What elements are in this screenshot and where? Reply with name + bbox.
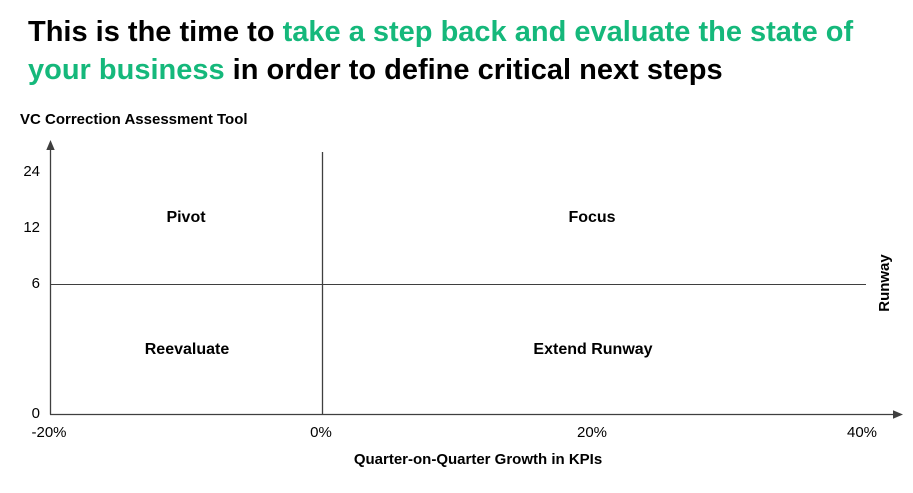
y-tick-6: 6 — [31, 275, 40, 292]
title-segment-green: take a step back and evaluate the state … — [28, 16, 854, 86]
quadrant-label-extend-runway: Extend Runway — [533, 341, 653, 358]
title-segment-black-1: This is the time to — [28, 16, 283, 48]
title-segment-black-2: in order to define critical next steps — [224, 54, 723, 86]
x-tick-20: 20% — [576, 424, 608, 441]
quadrant-label-reevaluate: Reevaluate — [144, 341, 230, 358]
y-axis-title: Runway — [876, 254, 893, 312]
y-tick-0: 0 — [31, 405, 40, 422]
slide-title: This is the time to take a step back and… — [28, 13, 902, 89]
quadrant-label-focus: Focus — [568, 209, 616, 226]
x-axis-title: Quarter-on-Quarter Growth in KPIs — [353, 451, 603, 468]
x-tick-0: 0% — [310, 424, 332, 441]
chart-heading: VC Correction Assessment Tool — [20, 111, 248, 128]
quadrant-label-pivot: Pivot — [166, 209, 206, 226]
y-axis-arrow-icon — [46, 140, 55, 150]
x-tick-neg20: -20% — [31, 424, 67, 441]
x-axis-arrow-icon — [893, 410, 903, 419]
y-tick-12: 12 — [23, 219, 40, 236]
y-tick-24: 24 — [23, 163, 40, 180]
x-tick-40: 40% — [846, 424, 878, 441]
